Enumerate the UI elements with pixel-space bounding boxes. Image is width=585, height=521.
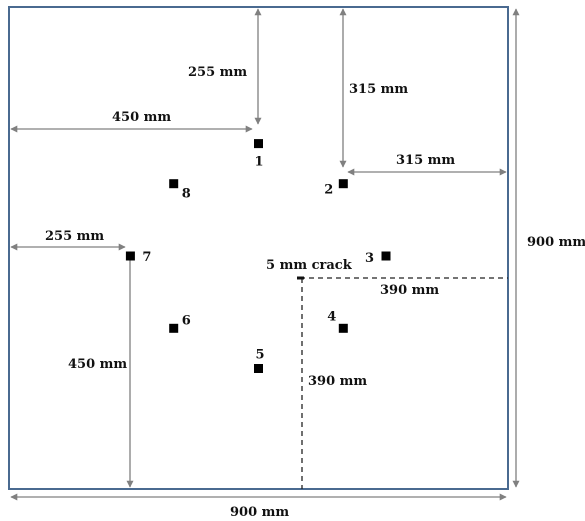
sensor-label-8: 8 xyxy=(182,187,191,202)
sensor-label-2: 2 xyxy=(324,183,333,198)
sensor-7 xyxy=(125,251,135,261)
dim-label-plate-width: 900 mm xyxy=(230,505,289,520)
sensor-label-4: 4 xyxy=(327,309,336,324)
dim-label-crack-bottom: 390 mm xyxy=(308,374,367,389)
sensor-5 xyxy=(254,364,263,373)
plate-outline xyxy=(8,6,509,490)
sensor-label-3: 3 xyxy=(365,251,374,266)
dim-label-plate-height: 900 mm xyxy=(527,235,585,250)
sensor-label-6: 6 xyxy=(182,313,191,328)
sensor-label-1: 1 xyxy=(255,155,264,170)
sensor-8 xyxy=(169,179,179,189)
dim-label-top-sensor2: 315 mm xyxy=(349,82,408,97)
dim-label-right-sensor2: 315 mm xyxy=(396,153,455,168)
sensor-6 xyxy=(169,323,179,333)
crack-label: 5 mm crack xyxy=(266,258,353,273)
dim-label-top-sensor1: 255 mm xyxy=(188,65,247,80)
sensor-2 xyxy=(338,179,348,189)
sensor-group: 1 2 3 4 5 6 7 8 xyxy=(125,139,391,373)
dim-label-bottom-sensor7: 450 mm xyxy=(68,357,127,372)
sensor-3 xyxy=(381,251,391,261)
dim-label-crack-right: 390 mm xyxy=(380,283,439,298)
sensor-1 xyxy=(254,139,263,149)
sensor-label-5: 5 xyxy=(256,348,265,363)
dim-label-left-sensor1: 450 mm xyxy=(112,110,171,125)
dim-label-left-sensor7: 255 mm xyxy=(45,229,104,244)
sensor-label-7: 7 xyxy=(142,250,151,265)
sensor-4 xyxy=(338,323,348,333)
